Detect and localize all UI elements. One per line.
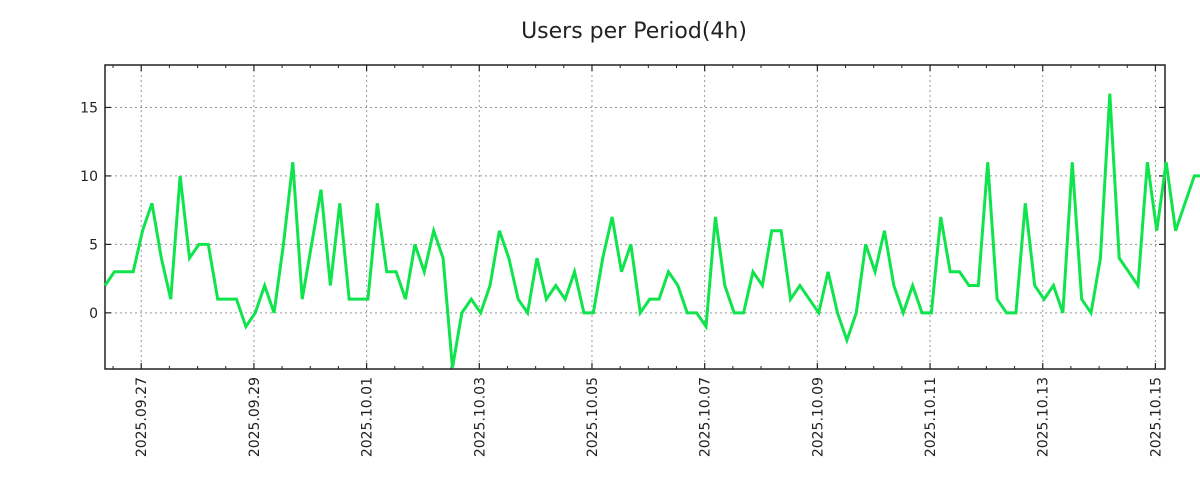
x-tick-label: 2025.09.27 xyxy=(134,377,150,457)
y-tick-label: 15 xyxy=(80,100,98,116)
chart-title: Users per Period(4h) xyxy=(521,19,747,44)
y-tick-label: 5 xyxy=(89,237,98,253)
plot-frame xyxy=(104,64,1166,370)
x-tick-label: 2025.10.13 xyxy=(1036,377,1052,457)
x-tick-label: 2025.09.29 xyxy=(247,377,263,457)
axes xyxy=(104,64,1166,370)
tick-labels: 2025.09.27 2025.09.29 2025.10.01 2025.10.03… xyxy=(80,100,1164,457)
grid xyxy=(105,65,1165,369)
x-tick-label: 2025.10.03 xyxy=(472,377,488,457)
series-line xyxy=(103,93,1200,368)
x-tick-label: 2025.10.11 xyxy=(923,377,939,457)
x-tick-label: 2025.10.15 xyxy=(1148,377,1164,457)
x-tick-label: 2025.10.01 xyxy=(360,377,376,457)
x-tick-label: 2025.10.05 xyxy=(585,377,601,457)
y-tick-label: 10 xyxy=(80,169,98,185)
x-tick-label: 2025.10.09 xyxy=(810,377,826,457)
series-layer xyxy=(103,93,1200,368)
y-tick-label: 0 xyxy=(89,306,98,322)
x-tick-label: 2025.10.07 xyxy=(698,377,714,457)
